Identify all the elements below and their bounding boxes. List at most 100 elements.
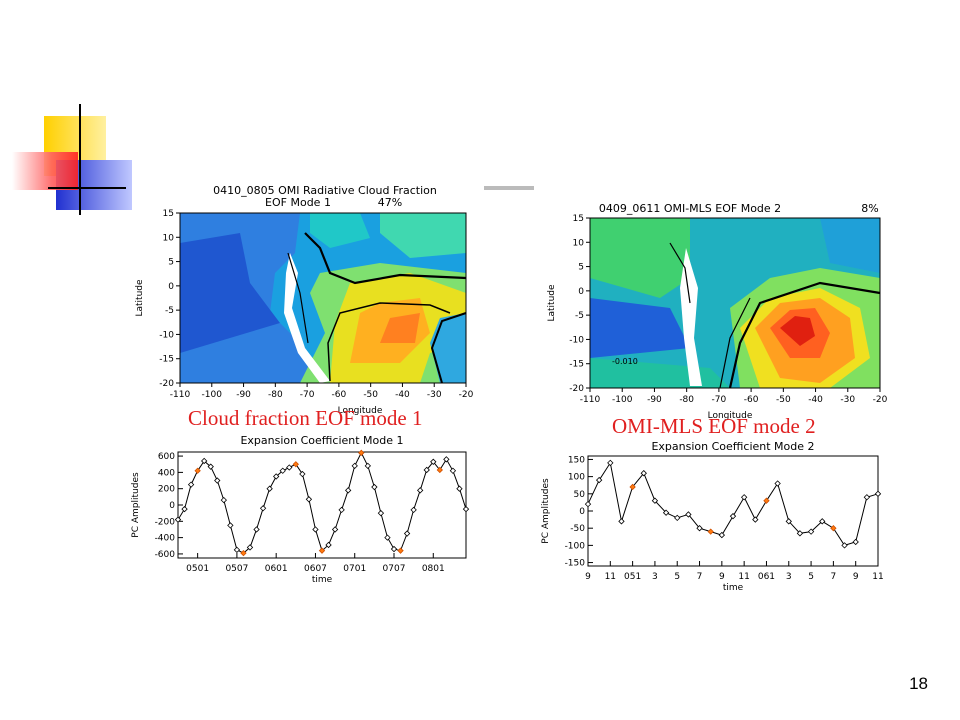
gray-divider — [484, 186, 534, 190]
map2-title: 0409_0611 OMI-MLS EOF Mode 2 — [599, 202, 781, 215]
pc-x-tick-label: 5 — [674, 572, 680, 582]
pc-data-point — [286, 464, 293, 471]
pc-chart-title: Expansion Coefficient Mode 1 — [240, 434, 403, 447]
pc-data-point — [253, 526, 260, 533]
map-x-tick-label: -100 — [202, 390, 223, 400]
pc-data-point — [443, 456, 450, 463]
pc-x-tick-label: 9 — [719, 572, 725, 582]
pc-data-point — [436, 466, 443, 474]
map1-title: 0410_0805 OMI Radiative Cloud Fraction — [213, 184, 437, 197]
pc-data-point — [796, 530, 804, 537]
pc-data-point — [299, 470, 306, 478]
pc-data-point — [417, 487, 424, 494]
map-y-tick-label: 5 — [168, 258, 174, 268]
map2-figure: 0409_0611 OMI-MLS EOF Mode 2 8% -0.010 -… — [547, 202, 888, 421]
pc-data-point — [707, 528, 714, 535]
pc-data-point — [227, 522, 234, 529]
pc-data-point — [266, 485, 273, 492]
pc-data-point — [187, 481, 195, 488]
pc-data-point — [410, 506, 417, 514]
map-x-tick-label: -30 — [840, 395, 855, 405]
pc-data-point — [181, 505, 188, 513]
pc-data-point — [292, 461, 299, 468]
pc-data-point — [318, 547, 326, 554]
pc-y-tick-label: 600 — [158, 452, 175, 462]
map-x-tick-label: -40 — [808, 395, 823, 405]
pc-plot-frame — [177, 451, 467, 559]
pc-data-point — [220, 496, 227, 504]
map-x-tick-label: -80 — [268, 390, 283, 400]
pc-data-point — [364, 462, 371, 470]
map-y-tick-label: -20 — [159, 379, 174, 389]
pc-data-point — [240, 549, 247, 557]
pc-data-point — [430, 458, 437, 465]
map-y-tick-label: 0 — [578, 287, 584, 297]
map2-contour-label: -0.010 — [612, 357, 638, 366]
pc-data-point — [331, 526, 339, 533]
pc-data-point — [338, 506, 345, 514]
pc-data-point — [377, 509, 385, 517]
map1-ylabel: Latitude — [135, 279, 145, 317]
map-x-tick-label: -60 — [744, 395, 759, 405]
pc-chart-title: Expansion Coefficient Mode 2 — [651, 440, 814, 453]
pc-y-tick-label: 50 — [574, 490, 586, 500]
pc-y-tick-label: -600 — [155, 550, 176, 560]
pc-data-point — [207, 463, 214, 470]
pc-data-point — [674, 514, 681, 522]
pc-x-tick-label: 3 — [652, 572, 658, 582]
pc-x-tick-label: 0707 — [383, 564, 406, 574]
pc-data-point — [174, 516, 182, 523]
pc-y-tick-label: -200 — [155, 517, 176, 527]
pc-x-tick-label: 3 — [786, 572, 792, 582]
pc-data-point — [629, 483, 636, 491]
map-y-tick-label: 5 — [578, 263, 584, 273]
map-y-tick-label: 10 — [163, 233, 175, 243]
map1-figure: 0410_0805 OMI Radiative Cloud Fraction E… — [135, 184, 474, 415]
pc-data-point — [696, 525, 703, 532]
map-y-tick-label: -5 — [165, 306, 174, 316]
pc-data-point — [403, 530, 411, 537]
pc-y-tick-label: -50 — [570, 524, 585, 534]
pc-plot-frame — [587, 455, 879, 567]
pc-data-point — [390, 545, 398, 553]
pc-x-tick-label: 7 — [831, 572, 837, 582]
map-x-tick-label: -30 — [427, 390, 442, 400]
map-y-tick-label: 15 — [573, 214, 584, 224]
pc-data-point — [358, 449, 365, 456]
map1-xlabel: Longitude — [338, 406, 383, 415]
pc-data-point — [785, 518, 792, 525]
map-x-tick-label: -50 — [776, 395, 791, 405]
pc-data-point — [618, 518, 625, 525]
pc-x-tick-label: 0701 — [343, 564, 366, 574]
map2-xlabel: Longitude — [708, 411, 753, 421]
pc-data-point — [423, 466, 430, 474]
pc-data-point — [607, 459, 614, 467]
pc-data-point — [201, 457, 208, 465]
pc-data-point — [371, 483, 378, 491]
pc-data-point — [807, 528, 815, 535]
pc-x-tick-label: 5 — [808, 572, 814, 582]
pc-data-point — [345, 487, 352, 494]
map2-caption: OMI-MLS EOF mode 2 — [612, 414, 816, 438]
map-y-tick-label: 15 — [163, 209, 174, 219]
pc-data-point — [273, 473, 280, 480]
pc-x-tick-label: 9 — [585, 572, 591, 582]
map-x-tick-label: -70 — [300, 390, 315, 400]
map-x-tick-label: -20 — [873, 395, 888, 405]
pc-data-point — [718, 531, 726, 539]
map-x-tick-label: -60 — [332, 390, 347, 400]
pc-data-point — [351, 462, 358, 470]
pc-x-tick-label: 7 — [697, 572, 703, 582]
pc-y-tick-label: -400 — [155, 534, 176, 544]
pc-data-point — [662, 509, 670, 516]
map-x-tick-label: -110 — [170, 390, 191, 400]
map2-percent: 8% — [861, 202, 878, 215]
pc-data-point — [397, 547, 404, 554]
pc-data-point — [774, 480, 781, 487]
map-x-tick-label: -70 — [712, 395, 727, 405]
map-y-tick-label: -5 — [575, 311, 584, 321]
pc-data-point — [449, 467, 457, 474]
pc-y-tick-label: 150 — [568, 455, 585, 465]
pc-data-point — [874, 490, 882, 497]
pc-ylabel: PC Amplitudes — [131, 472, 141, 538]
